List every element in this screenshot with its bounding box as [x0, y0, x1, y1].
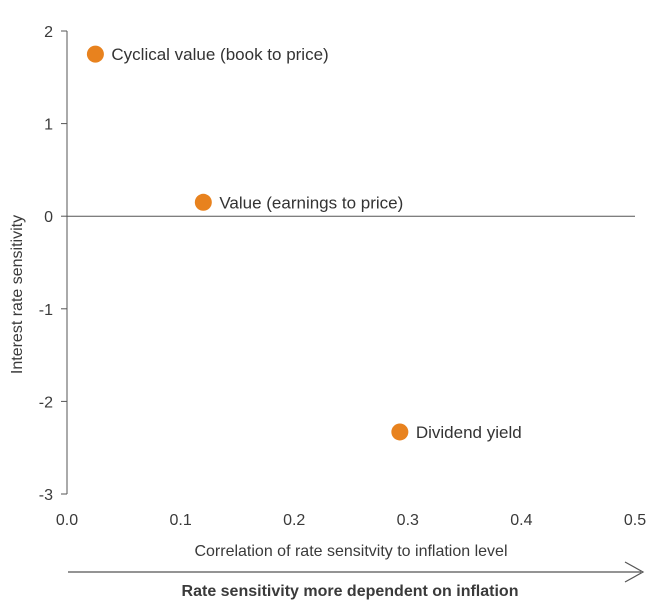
y-tick-label: 0	[44, 209, 53, 226]
axes	[66, 31, 635, 494]
data-points: Cyclical value (book to price) Value (ear…	[86, 45, 522, 442]
y-tick-label: 2	[44, 24, 53, 41]
data-point-marker	[391, 423, 409, 441]
y-tick-label: -2	[39, 394, 53, 411]
y-axis-title: Interest rate sensitivity	[9, 215, 26, 374]
x-axis-title: Correlation of rate sensitvity to inflat…	[194, 543, 507, 560]
data-point-marker	[86, 45, 104, 63]
y-tick-label: 1	[44, 117, 53, 134]
data-point-label: Dividend yield	[416, 423, 522, 442]
x-tick-label: 0.4	[510, 512, 532, 529]
y-tick-label: -1	[39, 302, 53, 319]
x-tick-label: 0.1	[169, 512, 191, 529]
data-point-label: Cyclical value (book to price)	[111, 45, 328, 64]
annotation-caption: Rate sensitivity more dependent on infla…	[182, 583, 519, 600]
y-axis-ticks: 2 1 0 -1 -2 -3	[39, 24, 67, 504]
x-tick-label: 0.2	[283, 512, 305, 529]
x-tick-label: 0.0	[56, 512, 78, 529]
x-axis-ticks: 0.0 0.1 0.2 0.3 0.4 0.5	[56, 512, 646, 529]
data-point-marker	[194, 193, 212, 211]
x-tick-label: 0.5	[624, 512, 646, 529]
x-tick-label: 0.3	[397, 512, 419, 529]
data-point-label: Value (earnings to price)	[219, 193, 403, 212]
arrow-head-icon	[624, 561, 645, 583]
direction-arrow	[68, 561, 645, 583]
y-tick-label: -3	[39, 487, 53, 504]
